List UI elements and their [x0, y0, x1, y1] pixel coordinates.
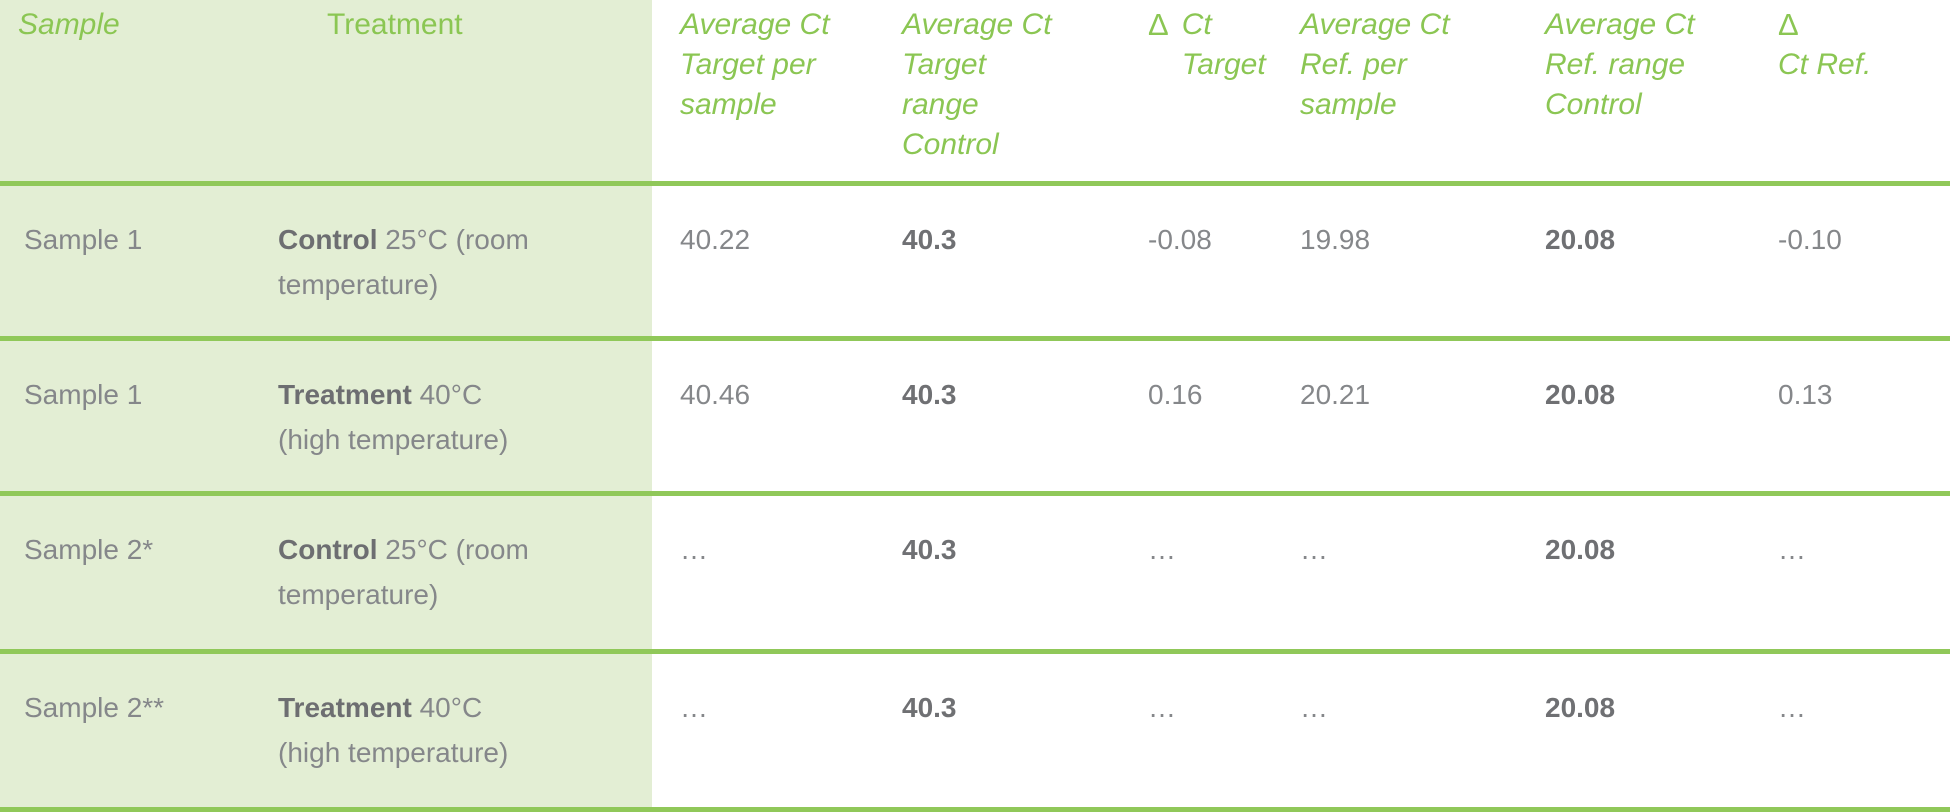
cell-treatment: Treatment 40°C (high temperature) — [272, 654, 652, 812]
cell-delta-ct-target: … — [1135, 654, 1292, 812]
cell-avg-ct-ref-range: 20.08 — [1535, 496, 1772, 654]
cell-sample: Sample 2* — [0, 496, 272, 654]
treatment-detail: 40°C (high temperature) — [278, 692, 509, 768]
cell-avg-ct-ref-per-sample: 19.98 — [1292, 186, 1535, 341]
treatment-detail: 25°C (room temperature) — [278, 224, 529, 300]
header-label: Average Ct Ref. range Control — [1545, 8, 1695, 121]
treatment-detail: 25°C (room temperature) — [278, 534, 529, 610]
cell-avg-ct-ref-per-sample: … — [1292, 654, 1535, 812]
cell-avg-ct-target-range: 40.3 — [890, 186, 1135, 341]
treatment-condition: Treatment — [278, 379, 412, 410]
cell-avg-ct-target-range: 40.3 — [890, 341, 1135, 496]
header-cell-avg-ct-target-range-control: Average Ct Target range Control — [890, 0, 1135, 186]
treatment-condition: Control — [278, 534, 378, 565]
delta-symbol: Δ — [1148, 7, 1169, 42]
cell-delta-ct-target: 0.16 — [1135, 341, 1292, 496]
cell-avg-ct-target-range: 40.3 — [890, 654, 1135, 812]
header-label: Ct Target — [1181, 8, 1266, 81]
header-label: Average Ct Target per sample — [680, 8, 830, 121]
table-row: Sample 2* Control 25°C (room temperature… — [0, 496, 1950, 654]
header-row: Sample Treatment Average Ct Target per s… — [0, 0, 1950, 186]
header-cell-avg-ct-target-per-sample: Average Ct Target per sample — [652, 0, 890, 186]
header-label: Average Ct Ref. per sample — [1300, 8, 1450, 121]
cell-sample: Sample 1 — [0, 341, 272, 496]
cell-avg-ct-target-per-sample: … — [652, 654, 890, 812]
cell-delta-ct-target: -0.08 — [1135, 186, 1292, 341]
table-row: Sample 2** Treatment 40°C (high temperat… — [0, 654, 1950, 812]
cell-treatment: Control 25°C (room temperature) — [272, 186, 652, 341]
header-cell-avg-ct-ref-per-sample: Average Ct Ref. per sample — [1292, 0, 1535, 186]
table-row: Sample 1 Control 25°C (room temperature)… — [0, 186, 1950, 341]
cell-delta-ct-target: … — [1135, 496, 1292, 654]
cell-delta-ct-ref: 0.13 — [1772, 341, 1950, 496]
cell-avg-ct-ref-range: 20.08 — [1535, 654, 1772, 812]
header-cell-sample: Sample — [0, 0, 272, 186]
header-label: Ct Ref. — [1778, 48, 1872, 81]
cell-avg-ct-target-range: 40.3 — [890, 496, 1135, 654]
header-label: Average Ct Target range Control — [902, 8, 1052, 161]
header-label: Treatment — [327, 8, 463, 41]
cell-delta-ct-ref: -0.10 — [1772, 186, 1950, 341]
cell-treatment: Control 25°C (room temperature) — [272, 496, 652, 654]
header-cell-avg-ct-ref-range-control: Average Ct Ref. range Control — [1535, 0, 1772, 186]
delta-header: Δ Ct Ref. — [1778, 5, 1949, 85]
cell-avg-ct-ref-range: 20.08 — [1535, 186, 1772, 341]
header-cell-treatment: Treatment — [272, 0, 652, 186]
table-row: Sample 1 Treatment 40°C (high temperatur… — [0, 341, 1950, 496]
cell-sample: Sample 1 — [0, 186, 272, 341]
header-cell-delta-ct-target: Δ Ct Target — [1135, 0, 1292, 186]
cell-avg-ct-target-per-sample: 40.22 — [652, 186, 890, 341]
cell-delta-ct-ref: … — [1772, 496, 1950, 654]
header-label: Sample — [18, 8, 120, 41]
cell-avg-ct-target-per-sample: 40.46 — [652, 341, 890, 496]
delta-header: Δ Ct Target — [1148, 5, 1291, 85]
cell-avg-ct-ref-range: 20.08 — [1535, 341, 1772, 496]
cell-avg-ct-ref-per-sample: 20.21 — [1292, 341, 1535, 496]
cell-delta-ct-ref: … — [1772, 654, 1950, 812]
cell-avg-ct-ref-per-sample: … — [1292, 496, 1535, 654]
cell-avg-ct-target-per-sample: … — [652, 496, 890, 654]
treatment-condition: Treatment — [278, 692, 412, 723]
treatment-condition: Control — [278, 224, 378, 255]
cell-sample: Sample 2** — [0, 654, 272, 812]
cell-treatment: Treatment 40°C (high temperature) — [272, 341, 652, 496]
delta-symbol: Δ — [1778, 7, 1799, 42]
header-cell-delta-ct-ref: Δ Ct Ref. — [1772, 0, 1950, 186]
treatment-detail: 40°C (high temperature) — [278, 379, 509, 455]
